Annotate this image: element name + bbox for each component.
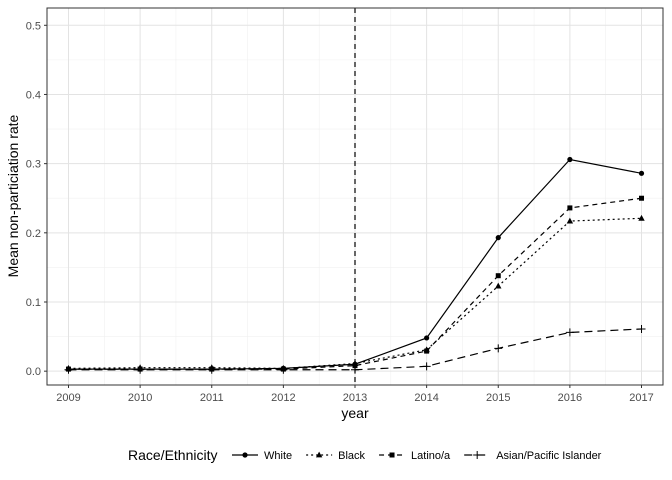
x-tick-label: 2010 [128,392,152,404]
x-tick-label: 2015 [486,392,510,404]
legend: Race/Ethnicity White Black Latino/a Asian/P… [128,447,602,463]
legend-title: Race/Ethnicity [128,447,217,463]
data-point-asian-pacific-islander [422,362,431,371]
data-point-latino-a [495,273,501,279]
data-point-asian-pacific-islander [136,365,145,374]
legend-key-marker [473,451,482,459]
series-group [64,156,646,374]
data-point-asian-pacific-islander [565,328,574,337]
legend-item-asian-pacific-islander: Asian/Pacific Islander [464,450,602,462]
data-point-asian-pacific-islander [637,324,646,333]
data-point-asian-pacific-islander [494,344,503,353]
data-point-black [495,282,502,289]
x-tick-label: 2013 [343,392,367,404]
data-point-white [638,170,645,176]
data-point-latino-a [639,195,645,201]
y-tick-label: 0.3 [26,159,41,171]
data-point-latino-a [567,205,573,211]
y-tick-label: 0.0 [26,366,41,378]
y-tick-label: 0.2 [26,228,41,240]
x-axis-title: year [341,405,369,421]
data-point-asian-pacific-islander [207,365,216,374]
x-tick-label: 2012 [271,392,295,404]
y-tick-label: 0.5 [26,20,41,32]
series-asian-pacific-islander [64,324,646,374]
y-axis-title: Mean non-particiation rate [5,114,21,277]
data-point-black [638,214,645,221]
legend-label: White [264,450,292,462]
data-point-asian-pacific-islander [279,365,288,374]
data-point-asian-pacific-islander [64,365,73,374]
legend-key-marker [242,452,248,458]
legend-label: Latino/a [411,450,451,462]
data-point-white [567,156,573,163]
y-tick-label: 0.4 [26,89,41,101]
data-point-black [566,217,574,224]
x-tick-label: 2009 [56,392,80,404]
x-tick-label: 2014 [414,392,438,404]
legend-key-marker [389,452,395,458]
data-point-white [495,235,501,241]
legend-item-black: Black [306,450,366,462]
legend-label: Asian/Pacific Islander [496,450,601,462]
x-tick-label: 2016 [558,392,582,404]
y-tick-label: 0.1 [26,297,41,309]
x-tick-label: 2011 [200,392,224,404]
axes: 0.0 0.1 0.2 0.3 0.4 0.5 2009 2010 2011 2012 2013 20… [26,20,654,404]
legend-item-latino-a: Latino/a [379,450,451,462]
data-point-latino-a [424,348,430,354]
legend-key-marker [315,451,323,458]
legend-label: Black [338,450,365,462]
legend-item-white: White [232,450,292,462]
x-tick-label: 2017 [629,392,653,404]
data-point-latino-a [352,363,358,369]
data-point-asian-pacific-islander [351,365,359,374]
data-point-white [424,335,430,341]
